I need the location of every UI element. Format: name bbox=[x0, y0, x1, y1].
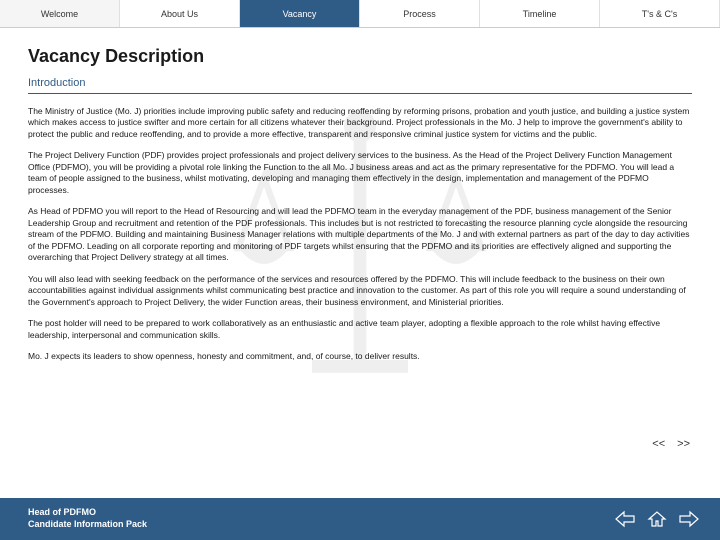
tab-timeline[interactable]: Timeline bbox=[480, 0, 600, 27]
page-nav: << >> bbox=[652, 438, 690, 450]
tab-welcome[interactable]: Welcome bbox=[0, 0, 120, 27]
back-arrow-icon[interactable] bbox=[614, 510, 636, 528]
tab-about-us[interactable]: About Us bbox=[120, 0, 240, 27]
paragraph: The Ministry of Justice (Mo. J) prioriti… bbox=[28, 106, 692, 140]
page-title: Vacancy Description bbox=[28, 46, 692, 67]
prev-page-button[interactable]: << bbox=[652, 438, 665, 450]
section-title: Introduction bbox=[28, 77, 692, 94]
forward-arrow-icon[interactable] bbox=[678, 510, 700, 528]
paragraph: The Project Delivery Function (PDF) prov… bbox=[28, 150, 692, 196]
tab-vacancy[interactable]: Vacancy bbox=[240, 0, 360, 27]
body-text: The Ministry of Justice (Mo. J) prioriti… bbox=[28, 106, 692, 362]
paragraph: You will also lead with seeking feedback… bbox=[28, 274, 692, 308]
footer-line1: Head of PDFMO bbox=[28, 507, 147, 519]
tab-bar: Welcome About Us Vacancy Process Timelin… bbox=[0, 0, 720, 28]
next-page-button[interactable]: >> bbox=[677, 438, 690, 450]
paragraph: As Head of PDFMO you will report to the … bbox=[28, 206, 692, 263]
home-icon[interactable] bbox=[646, 510, 668, 528]
footer-line2: Candidate Information Pack bbox=[28, 519, 147, 531]
paragraph: The post holder will need to be prepared… bbox=[28, 318, 692, 341]
paragraph: Mo. J expects its leaders to show openne… bbox=[28, 351, 692, 362]
content-area: Vacancy Description Introduction The Min… bbox=[0, 28, 720, 498]
tab-process[interactable]: Process bbox=[360, 0, 480, 27]
footer-nav-icons bbox=[614, 510, 700, 528]
tab-terms[interactable]: T's & C's bbox=[600, 0, 720, 27]
footer-bar: Head of PDFMO Candidate Information Pack bbox=[0, 498, 720, 540]
footer-title: Head of PDFMO Candidate Information Pack bbox=[28, 507, 147, 530]
